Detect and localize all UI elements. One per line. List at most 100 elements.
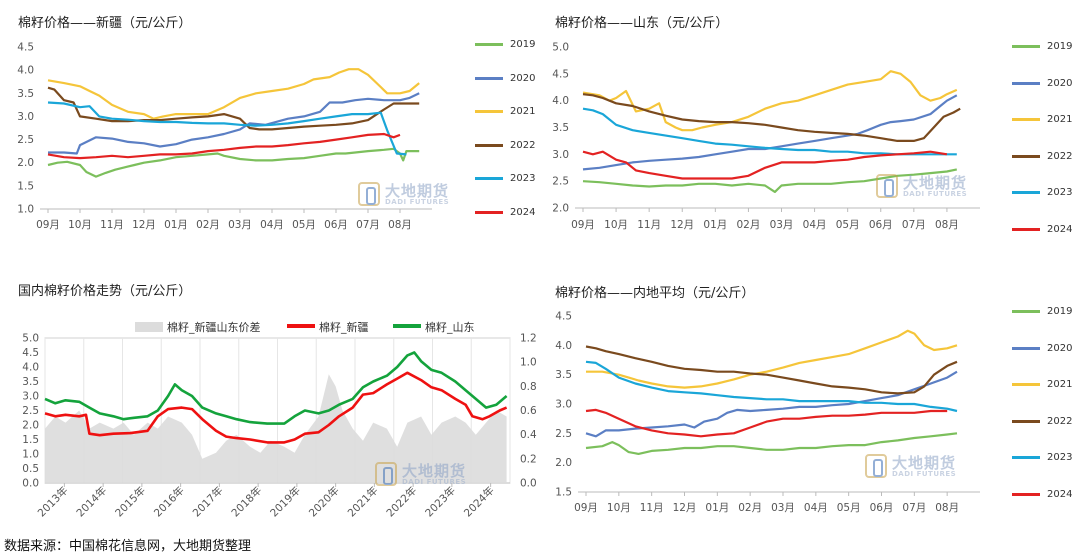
legend-label: 2019	[510, 39, 536, 50]
legend-swatch	[135, 322, 163, 332]
legend-swatch	[1012, 346, 1040, 350]
legend-label: 2024	[1047, 223, 1073, 235]
y-tick-label: 2.5	[555, 428, 572, 440]
x-tick-label: 10月	[607, 502, 631, 514]
legend-label: 2019	[1047, 41, 1073, 52]
x-tick-label: 2019年	[267, 484, 303, 520]
chart-legend: 棉籽_新疆山东价差 棉籽_新疆 棉籽_山东	[135, 320, 515, 336]
x-tick-label: 02月	[738, 502, 762, 514]
x-tick-label: 07月	[356, 219, 380, 231]
y2-tick-label: 0.6	[520, 405, 537, 417]
x-tick-label: 08月	[388, 219, 412, 231]
series-line-2022	[47, 86, 420, 131]
series-line-2020	[48, 92, 420, 155]
y-tick-label: 2.0	[17, 157, 34, 169]
x-tick-label: 2016年	[151, 484, 187, 520]
y-tick-label: 3.0	[17, 111, 34, 123]
dadi-logo-icon	[375, 462, 397, 486]
x-tick-label: 03月	[770, 219, 794, 231]
legend-swatch	[1012, 191, 1040, 194]
series-line-2019	[585, 432, 958, 455]
legend-label: 棉籽_山东	[425, 321, 475, 334]
chart-legend: 2019 2020 2021 2022 2023 2024	[1012, 40, 1078, 236]
x-tick-label: 2013年	[35, 484, 71, 520]
y-tick-label: 3.5	[552, 122, 569, 134]
y-tick-label: 3.0	[555, 399, 572, 411]
y2-tick-label: 0.0	[520, 478, 537, 490]
chart-shandong: 棉籽价格——山东（元/公斤） 2.0 2.5 3.0 3.5 4.0 4.5 5.0 09月 1…	[540, 0, 1080, 265]
legend-label: 棉籽_新疆山东价差	[167, 321, 261, 334]
x-tick-label: 02月	[196, 219, 220, 231]
watermark: 大地期货 DADI FUTURES	[375, 460, 485, 490]
y-tick-label: 2.0	[22, 420, 39, 432]
legend-swatch	[1012, 81, 1040, 85]
x-tick-label: 06月	[324, 219, 348, 231]
chart-plot-inland: 1.5 2.0 2.5 3.0 3.5 4.0 4.5 09月 10月 11月 12月 01月 02月 0…	[555, 311, 980, 514]
y-tick-label: 1.5	[22, 434, 39, 446]
legend-label: 2020	[1047, 342, 1073, 354]
chart-plot-shandong: 2.0 2.5 3.0 3.5 4.0 4.5 5.0 09月 10月 11月 12月 01月 02月 0…	[552, 42, 980, 231]
y-tick-label: 3.0	[552, 149, 569, 161]
series-line-2023	[47, 101, 407, 156]
y-tick-label: 2.5	[17, 134, 34, 146]
legend-swatch	[475, 210, 503, 214]
dadi-logo-icon	[865, 454, 887, 478]
legend-label: 2022	[1047, 150, 1073, 162]
y-tick-label: 3.5	[17, 88, 34, 100]
x-tick-label: 06月	[870, 502, 894, 514]
y-tick-label: 3.5	[22, 376, 39, 388]
x-tick-label: 11月	[100, 219, 124, 231]
x-tick-label: 12月	[670, 219, 694, 231]
chart-plot-xinjiang: 1.0 1.5 2.0 2.5 3.0 3.5 4.0 4.5 09月 10月 11月 12月 01月 0…	[17, 42, 432, 231]
y2-tick-label: 0.8	[520, 381, 537, 393]
legend-label: 2022	[510, 139, 536, 151]
y-tick-label: 2.0	[555, 457, 572, 469]
legend-label: 2023	[1047, 452, 1073, 463]
series-area-spread	[45, 374, 507, 483]
x-tick-label: 01月	[164, 219, 188, 231]
series-line-2023	[582, 107, 957, 156]
legend-swatch	[1012, 154, 1040, 158]
legend-label: 2021	[1047, 379, 1073, 390]
dadi-logo-icon	[358, 182, 380, 206]
legend-label: 棉籽_新疆	[319, 321, 369, 334]
legend-swatch	[475, 110, 503, 113]
x-tick-label: 2017年	[190, 484, 226, 520]
x-tick-label: 08月	[935, 219, 959, 231]
y2-tick-label: 1.2	[520, 333, 537, 345]
chart-title: 棉籽价格——山东（元/公斤）	[555, 16, 729, 31]
x-tick-label: 06月	[869, 219, 893, 231]
series-line-2022	[585, 345, 958, 395]
y-tick-label: 1.5	[555, 487, 572, 499]
x-tick-label: 2018年	[229, 484, 265, 520]
x-tick-label: 05月	[292, 219, 316, 231]
series-line-2022	[582, 93, 961, 142]
chart-inland: 棉籽价格——内地平均（元/公斤） 1.5 2.0 2.5 3.0 3.5 4.0 4.5 09…	[540, 265, 1080, 535]
legend-label: 2021	[1047, 114, 1073, 125]
y-tick-label: 5.0	[22, 333, 39, 345]
legend-label: 2019	[1047, 306, 1073, 317]
x-tick-label: 05月	[837, 502, 861, 514]
x-tick-label: 2014年	[74, 484, 110, 520]
legend-swatch	[475, 76, 503, 80]
y-tick-label: 4.5	[552, 68, 569, 80]
legend-swatch	[475, 177, 503, 180]
legend-swatch	[1012, 45, 1040, 48]
series-line-2021	[47, 68, 420, 120]
legend-swatch	[475, 143, 503, 147]
y-tick-label: 4.0	[17, 65, 34, 77]
chart-plot-domestic: 0.0 0.5 1.0 1.5 2.0 2.5 3.0 3.5 4.0 4.5 5.0 0.0 0.2 0…	[22, 333, 537, 520]
x-tick-label: 2015年	[112, 484, 148, 520]
x-tick-label: 07月	[902, 219, 926, 231]
chart-legend: 2019 2020 2021 2022 2023 2024	[475, 38, 539, 228]
x-tick-label: 07月	[902, 502, 926, 514]
series-line-2023	[585, 360, 958, 413]
y2-tick-label: 0.2	[520, 453, 537, 465]
x-tick-label: 2020年	[306, 484, 342, 520]
y-tick-label: 4.5	[22, 347, 39, 359]
chart-legend: 2019 2020 2021 2022 2023 2024	[1012, 305, 1078, 501]
legend-swatch	[1012, 118, 1040, 121]
x-tick-label: 12月	[673, 502, 697, 514]
chart-domestic: 国内棉籽价格走势（元/公斤） 棉籽_新疆山东价差 棉籽_新疆 棉籽_山东 0.0 0.…	[0, 265, 540, 535]
series-line-2024	[585, 408, 948, 438]
